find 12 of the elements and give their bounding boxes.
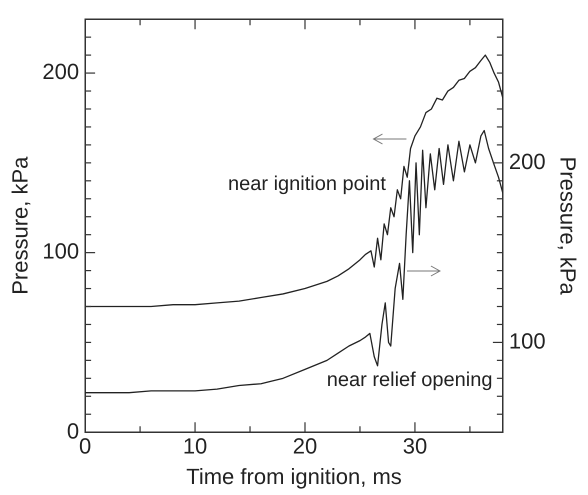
y-tick-label: 100 [42, 238, 80, 264]
series-label: near relief opening [326, 369, 492, 392]
y2-axis-title: Pressure, kPa [556, 156, 581, 296]
y2-tick-label: 100 [508, 328, 546, 354]
series-label: near ignition point [228, 172, 386, 195]
y-axis-title: Pressure, kPa [7, 156, 32, 295]
x-tick-label: 20 [292, 433, 318, 458]
y2-tick-label: 200 [508, 148, 546, 174]
x-tick-label: 30 [402, 433, 428, 458]
x-axis-title: Time from ignition, ms [186, 464, 402, 489]
x-tick-label: 10 [182, 433, 208, 458]
y-tick-label: 200 [42, 59, 80, 84]
